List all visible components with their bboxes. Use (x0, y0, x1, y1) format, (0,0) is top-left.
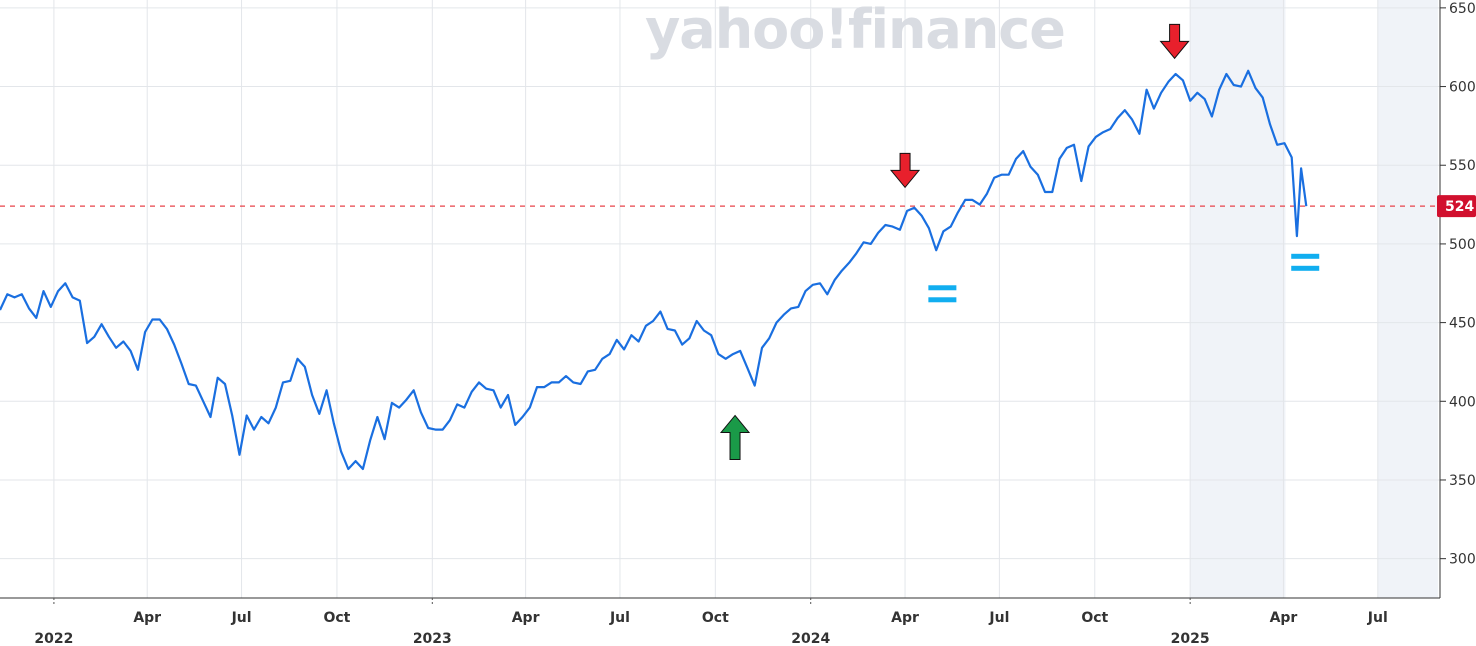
y-tick-label: 550 (1449, 158, 1476, 174)
x-year-label: 2024 (791, 631, 830, 646)
y-tick-label: 500 (1449, 237, 1476, 253)
x-year-label: 2022 (34, 631, 73, 646)
x-month-label: Oct (702, 610, 729, 626)
down-arrow-marker (889, 152, 921, 189)
equals-marker-top (928, 285, 957, 291)
x-month-label: Oct (323, 610, 350, 626)
y-tick-label: 600 (1449, 80, 1476, 96)
annotations (719, 23, 1320, 460)
y-tick-label: 300 (1449, 552, 1476, 568)
shaded-region (1377, 0, 1438, 598)
y-tick-label: 350 (1449, 473, 1476, 489)
x-year-label: 2023 (413, 631, 452, 646)
x-month-label: Jul (231, 610, 252, 626)
equals-marker-bottom (1291, 265, 1320, 271)
x-month-label: Apr (1270, 610, 1298, 626)
y-tick-label: 450 (1449, 316, 1476, 332)
y-tick-label: 400 (1449, 394, 1476, 410)
shaded-regions (1190, 0, 1438, 598)
x-month-label: Oct (1081, 610, 1108, 626)
shaded-region (1190, 0, 1286, 598)
down-arrow-marker (1159, 23, 1190, 60)
x-month-label: Apr (512, 610, 540, 626)
up-arrow-marker (719, 414, 751, 460)
x-month-label: Jul (988, 610, 1009, 626)
last-price-label: 524 (1445, 199, 1474, 215)
last-price-tag (1437, 195, 1476, 218)
x-year-label: 2025 (1171, 631, 1210, 646)
equals-marker-top (1291, 253, 1320, 259)
x-month-label: Jul (1367, 610, 1388, 626)
watermark-logo: yahoo!finance (645, 0, 1065, 61)
x-month-label: Apr (133, 610, 161, 626)
price-tag-group: 524 (1437, 195, 1476, 218)
gridlines (0, 0, 1440, 598)
price-series[interactable] (0, 69, 1308, 471)
equals-marker-bottom (928, 297, 957, 303)
x-month-label: Jul (609, 610, 630, 626)
y-tick-label: 650 (1449, 1, 1476, 17)
price-line[interactable] (0, 69, 1308, 471)
x-month-label: Apr (891, 610, 919, 626)
